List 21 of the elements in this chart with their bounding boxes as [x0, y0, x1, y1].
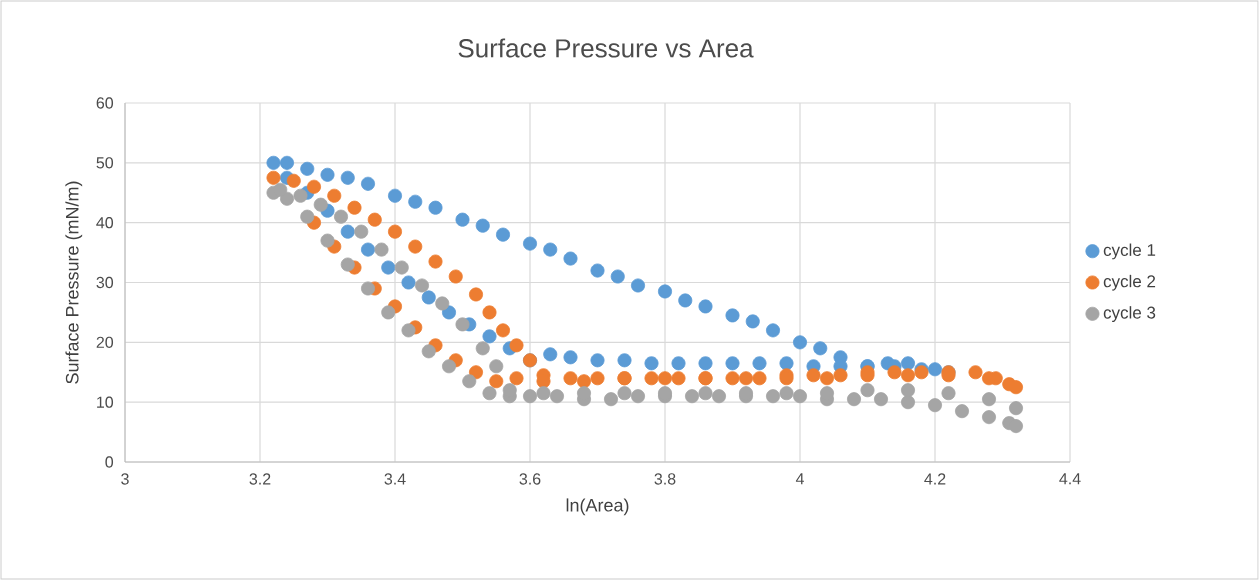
x-tick-label: 3.6: [519, 473, 541, 485]
y-tick-label: 50: [96, 157, 114, 169]
y-tick-label: 10: [97, 396, 114, 408]
y-tick-label: 20: [96, 336, 114, 348]
x-tick-label: 4.2: [924, 473, 946, 485]
y-tick-label: 30: [96, 276, 114, 289]
y-axis-title: Surface Pressure (mN/m): [65, 181, 83, 384]
x-tick-label: 3: [121, 473, 129, 485]
y-tick-label: 60: [96, 97, 114, 109]
x-tick-label: 4.4: [1059, 473, 1081, 485]
x-tick-label: 4: [795, 473, 804, 485]
legend-label: cycle 2: [1103, 274, 1156, 291]
x-axis-title: ln(Area): [566, 498, 629, 516]
legend-label: cycle 3: [1103, 306, 1156, 322]
chart-title: Surface Pressure vs Area: [458, 38, 754, 58]
y-tick-label: 0: [105, 456, 114, 468]
x-tick-label: 3.4: [384, 473, 406, 485]
x-tick-label: 3.8: [654, 473, 676, 485]
y-tick-label: 40: [96, 217, 114, 229]
legend-label: cycle 1: [1103, 243, 1156, 260]
x-tick-label: 3.2: [249, 473, 271, 485]
